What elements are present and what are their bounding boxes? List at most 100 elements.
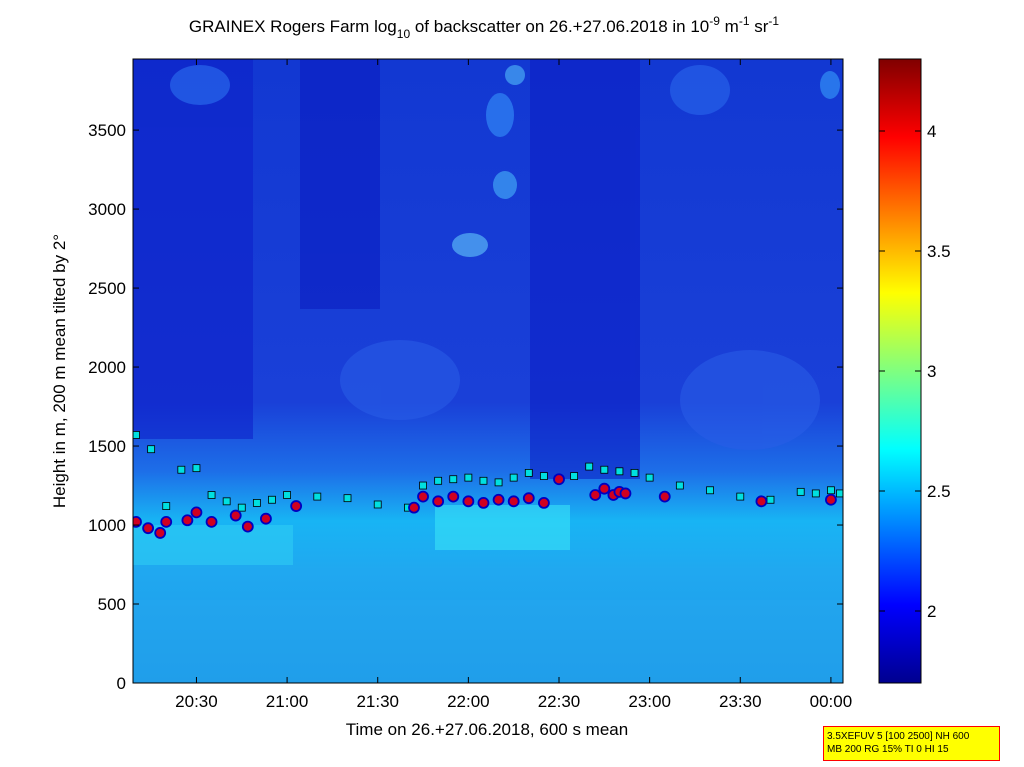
circle-marker <box>447 490 460 503</box>
x-axis-label: Time on 26.+27.06.2018, 600 s mean <box>346 720 628 739</box>
colorbar-ticks: 2 2.5 3 3.5 4 <box>879 122 951 621</box>
backscatter-texture <box>133 59 843 683</box>
heatmap-area <box>133 59 843 683</box>
square-marker <box>192 464 201 473</box>
colorbar-tick-label: 4 <box>927 122 936 141</box>
x-tick-label: 22:00 <box>447 692 490 711</box>
colorbar-tick-label: 2 <box>927 602 936 621</box>
circle-marker <box>537 497 550 509</box>
square-marker <box>675 481 684 490</box>
circle-marker <box>205 515 218 528</box>
x-tick-label: 21:30 <box>356 692 399 711</box>
colorbar-tick-label: 3.5 <box>927 242 951 261</box>
y-tick-label: 3000 <box>88 200 126 219</box>
circle-marker <box>142 522 155 535</box>
square-marker <box>207 491 216 499</box>
square-marker <box>827 486 835 495</box>
square-marker <box>162 502 171 510</box>
circle-marker <box>589 489 602 501</box>
circle-marker <box>260 512 272 525</box>
square-marker <box>147 445 156 454</box>
square-marker <box>509 473 518 482</box>
square-marker <box>811 489 820 498</box>
circle-marker <box>619 487 632 500</box>
markers-layer <box>133 431 843 539</box>
square-marker <box>615 467 624 476</box>
info-box: 3.5XEFUV 5 [100 2500] NH 600 MB 200 RG 1… <box>823 726 1000 761</box>
x-axis: 20:30 21:00 21:30 22:00 22:30 23:00 23:30 00:00 <box>175 59 852 711</box>
colorbar-tick-label: 2.5 <box>927 482 951 501</box>
circle-marker <box>229 509 242 522</box>
y-tick-label: 0 <box>117 674 126 693</box>
square-marker <box>494 478 503 487</box>
y-tick-label: 1000 <box>88 516 126 535</box>
square-marker <box>177 465 186 474</box>
y-axis: 0 500 1000 1500 2000 2500 3000 3500 <box>88 121 843 693</box>
circle-marker <box>190 506 203 519</box>
circle-marker <box>290 500 303 512</box>
square-marker <box>419 481 427 490</box>
circle-marker <box>492 493 505 506</box>
info-line-2: MB 200 RG 15% TI 0 HI 15 <box>827 744 949 755</box>
circle-marker <box>408 501 420 514</box>
circle-marker <box>160 515 173 528</box>
square-marker <box>268 495 276 504</box>
square-marker <box>222 497 231 506</box>
circle-marker <box>598 482 611 495</box>
circle-marker <box>133 515 142 528</box>
circle-marker <box>825 493 837 506</box>
square-marker <box>133 431 140 439</box>
y-tick-label: 1500 <box>88 437 126 456</box>
colorbar <box>878 58 922 684</box>
circle-marker <box>462 495 475 508</box>
square-marker <box>570 472 579 480</box>
square-marker <box>449 475 458 484</box>
square-marker <box>283 491 291 499</box>
square-marker <box>645 473 654 482</box>
circle-marker <box>417 490 429 503</box>
square-marker <box>539 472 548 480</box>
x-tick-label: 00:00 <box>810 692 853 711</box>
square-marker <box>706 486 714 495</box>
x-tick-label: 23:30 <box>719 692 762 711</box>
x-tick-label: 23:00 <box>628 692 671 711</box>
square-marker <box>479 476 488 485</box>
y-tick-label: 3500 <box>88 121 126 140</box>
square-marker <box>313 492 322 501</box>
square-marker <box>237 503 246 512</box>
chart-title: GRAINEX Rogers Farm log10 of backscatter… <box>189 14 779 41</box>
square-marker <box>434 476 443 485</box>
y-tick-label: 2000 <box>88 358 126 377</box>
circle-marker <box>507 495 520 508</box>
circle-marker <box>154 527 167 539</box>
square-marker <box>600 465 609 474</box>
square-marker <box>836 489 843 498</box>
circle-marker <box>432 495 445 508</box>
x-tick-label: 22:30 <box>538 692 581 711</box>
square-marker <box>630 468 639 477</box>
colorbar-tick-label: 3 <box>927 362 936 381</box>
circle-marker <box>553 473 565 486</box>
square-marker <box>343 494 352 503</box>
circle-marker <box>522 492 535 505</box>
circle-marker <box>241 520 254 533</box>
square-marker <box>524 468 533 477</box>
y-tick-label: 2500 <box>88 279 126 298</box>
x-tick-label: 21:00 <box>266 692 309 711</box>
y-axis-label: Height in m, 200 m mean tilted by 2° <box>50 234 69 508</box>
y-tick-label: 500 <box>98 595 126 614</box>
square-marker <box>585 462 594 471</box>
square-marker <box>796 487 805 496</box>
x-tick-label: 20:30 <box>175 692 218 711</box>
square-marker <box>766 495 775 504</box>
square-marker <box>252 499 261 507</box>
square-marker <box>373 500 382 509</box>
square-marker <box>464 473 473 482</box>
plot-frame <box>132 58 844 684</box>
circle-marker <box>658 490 671 503</box>
circle-marker <box>477 497 490 509</box>
circle-marker <box>181 514 194 527</box>
circle-marker <box>755 495 768 508</box>
square-marker <box>736 492 745 501</box>
